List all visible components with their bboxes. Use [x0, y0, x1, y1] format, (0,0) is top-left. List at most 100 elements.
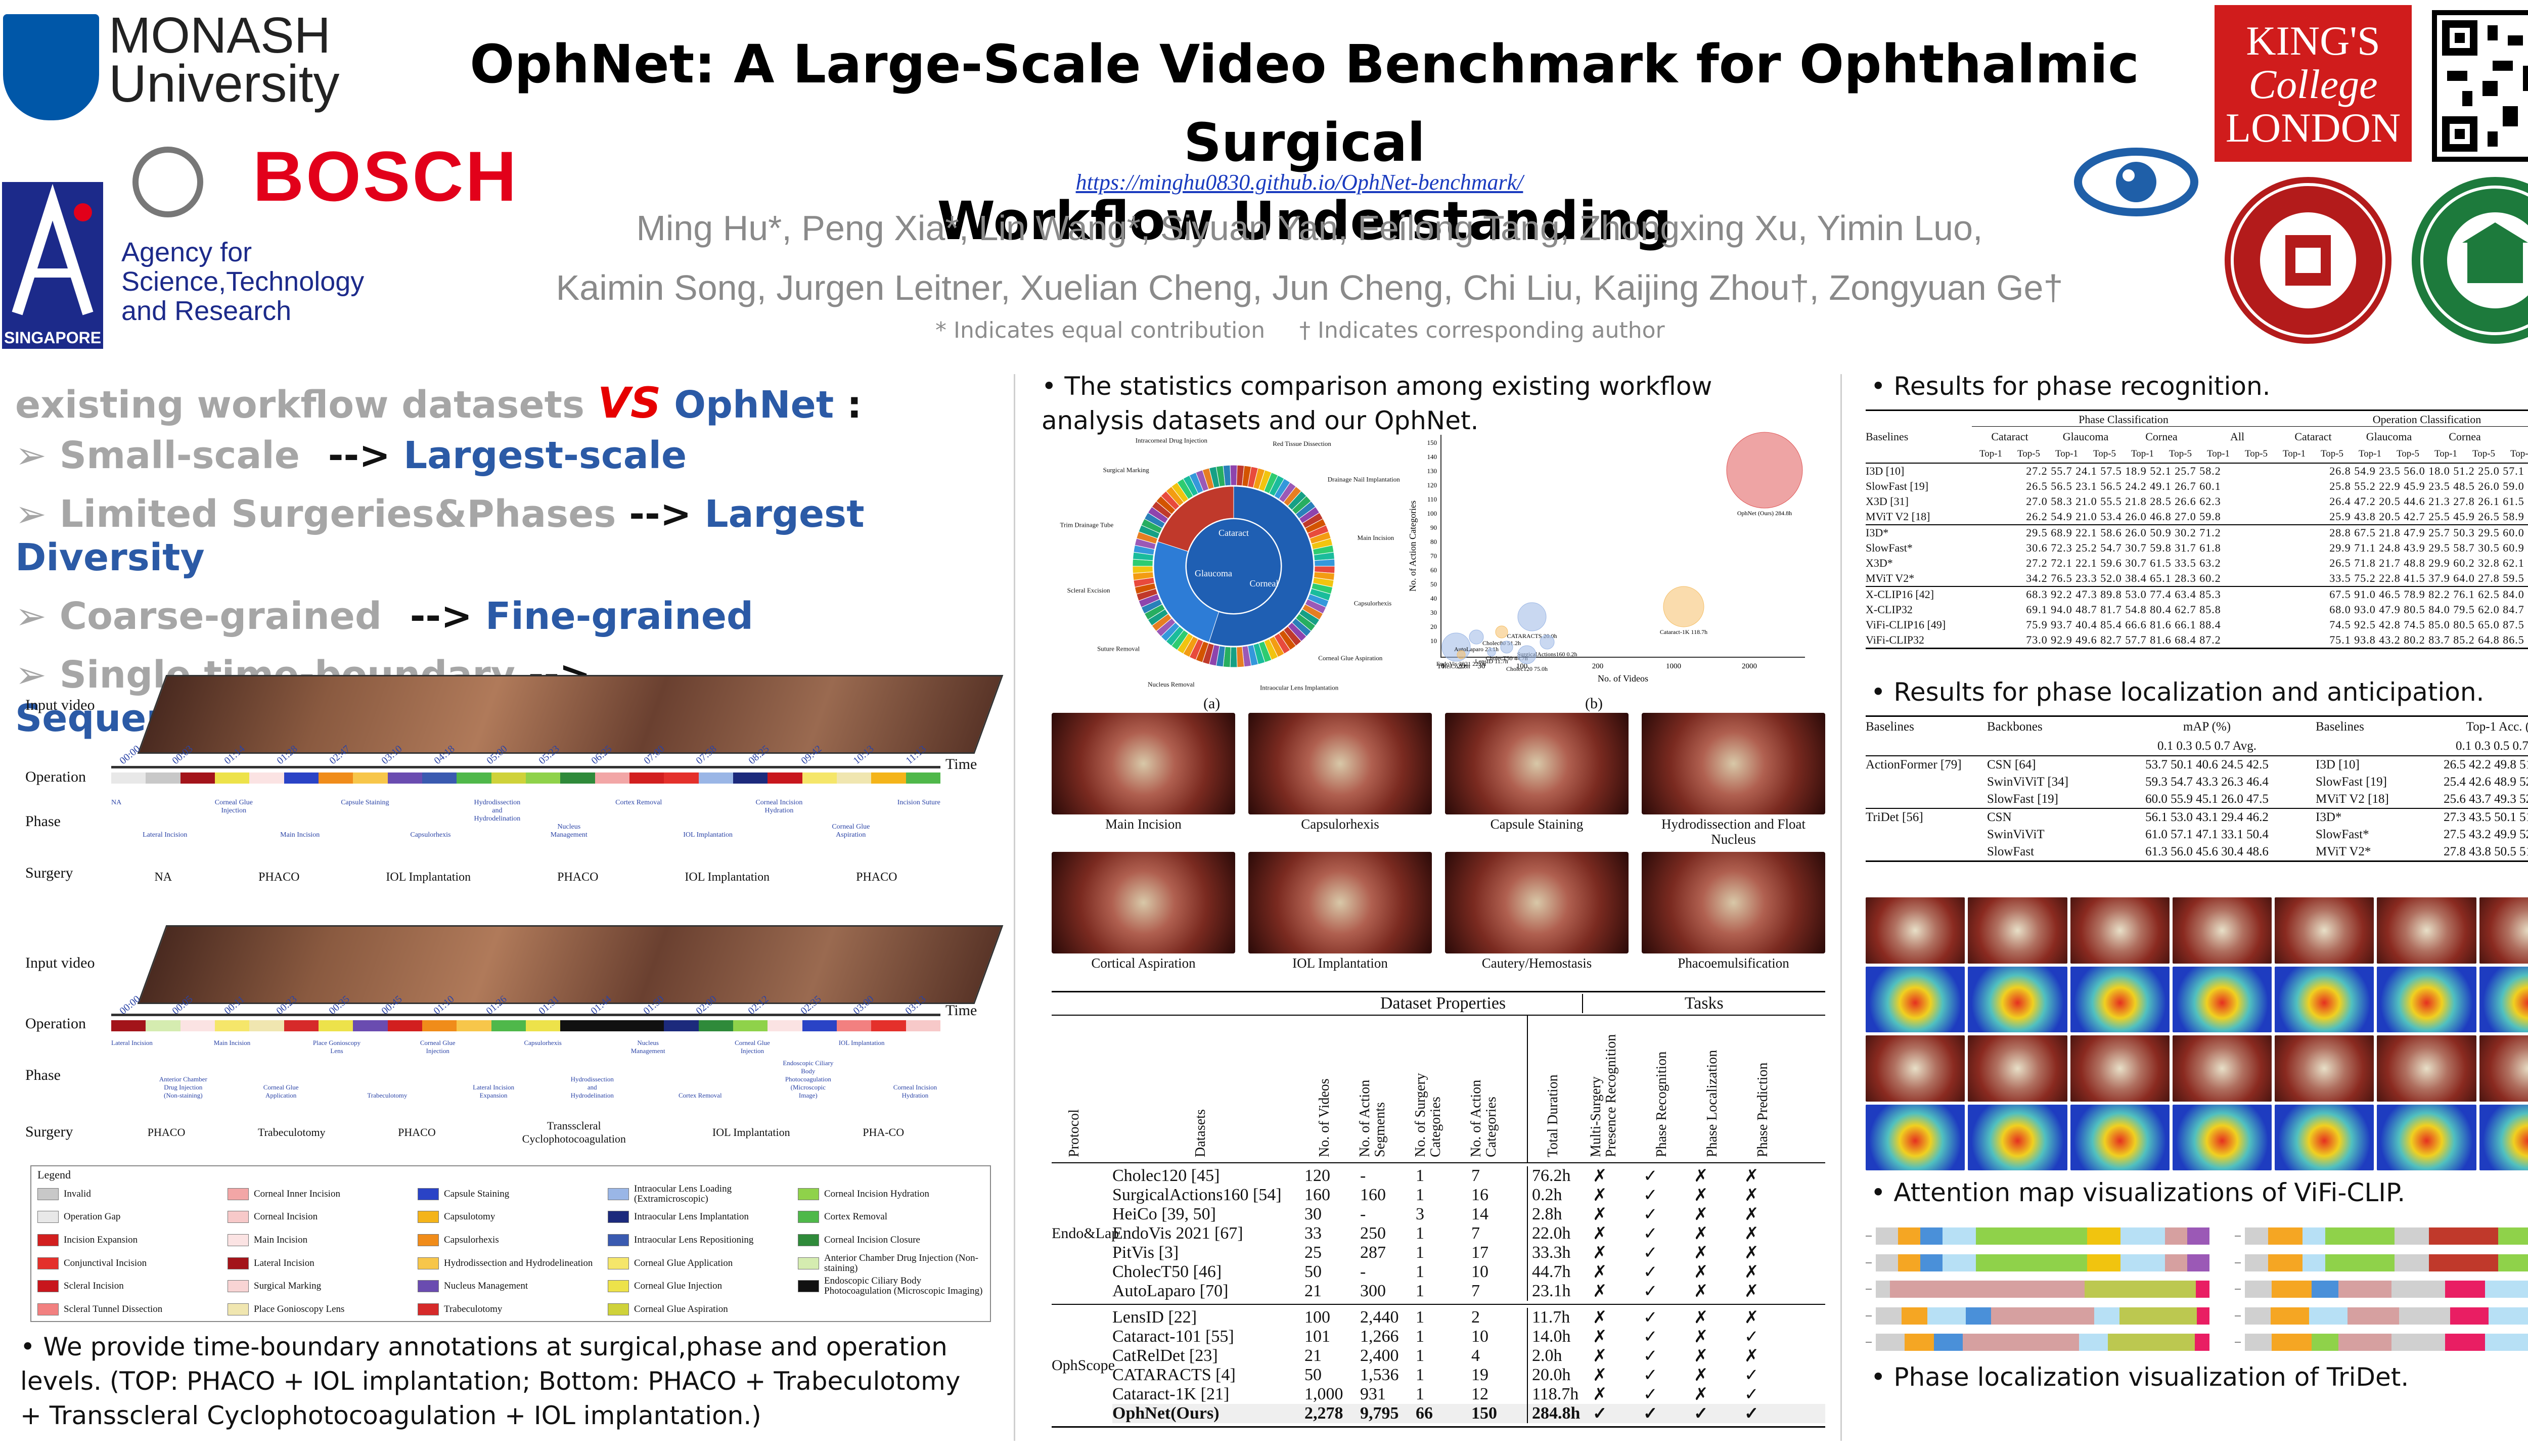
operation-segment	[457, 1020, 491, 1031]
bottom-operation-bar	[111, 1020, 940, 1031]
loc-cell: SlowFast [19]	[2316, 775, 2387, 789]
middle-stats-bullet: • The statistics comparison among existi…	[1042, 369, 1820, 438]
tridet-segment	[2312, 1334, 2338, 1351]
table-cell: 17	[1471, 1243, 1488, 1262]
bottom-phase-label: Phase	[25, 1067, 61, 1083]
table-cell: ✓	[1694, 1404, 1708, 1423]
table-cell: 14	[1471, 1205, 1488, 1223]
table-cell: 101	[1304, 1327, 1330, 1346]
timestamp-label: 06:25	[589, 743, 614, 767]
surgical-photo-image	[1248, 852, 1432, 953]
table-cell: 1,266	[1360, 1327, 1399, 1346]
timestamp-label: 02:12	[746, 993, 771, 1017]
loc-cell: MViT V2 [18]	[2316, 792, 2389, 806]
surgical-photo: Main Incision	[1052, 713, 1235, 847]
heading-colon: :	[846, 383, 862, 427]
recog-operation-values: 75.1 93.8 43.2 80.2 83.7 85.2 64.8 86.5	[2329, 633, 2524, 646]
sunburst-outer-label: Red Tissue Dissection	[1273, 440, 1331, 447]
timestamp-label: 00:00	[117, 743, 143, 767]
operation-segment	[387, 772, 422, 784]
operation-segment	[836, 1020, 872, 1031]
recog-operation-values: 74.5 92.5 42.8 74.5 85.0 80.5 65.0 87.5	[2329, 618, 2524, 631]
recog-metric: Top-5	[2169, 448, 2192, 459]
table-cell: ✓	[1643, 1385, 1658, 1404]
timestamp-label: 04:18	[432, 743, 457, 767]
legend-swatch	[608, 1257, 629, 1269]
table-column-header-text: Phase Localization	[1704, 1050, 1720, 1157]
bubble-mark	[1469, 629, 1484, 645]
group-properties: Dataset Properties	[1380, 994, 1506, 1013]
recog-phase-values: 26.5 56.5 23.1 56.5 24.2 49.1 26.7 60.1	[2026, 480, 2221, 492]
bubble-label: Cholec120 75.0h	[1506, 665, 1548, 672]
operation-segment	[802, 1020, 837, 1031]
surgical-photo-caption: IOL Implantation	[1292, 956, 1388, 971]
qr-pattern	[2442, 20, 2528, 152]
table-cell: 1,000	[1304, 1385, 1343, 1403]
group-tasks: Tasks	[1582, 994, 1825, 1013]
table-cell: ✗	[1744, 1347, 1759, 1366]
timestamp-label: 02:00	[694, 993, 719, 1017]
operation-segment	[422, 772, 457, 784]
table-group: Endo&Lap Cholec120 [45] 120-1 7 76.2h ✗ ✓ ✗ ✗ Sur…	[1052, 1163, 1825, 1305]
point-old: Coarse-grained	[59, 595, 382, 638]
sunburst-outer-label: Scleral Excision	[1067, 586, 1110, 594]
bubble-mark	[1500, 641, 1513, 654]
legend-label: Intraocular Lens Implantation	[634, 1211, 749, 1222]
operation-segment	[906, 772, 940, 784]
surgery-label: PHACO	[147, 1126, 186, 1139]
table-column-header: Protocol Datasets No. of Videos No. of Acti…	[1052, 1016, 1825, 1163]
recog-group-header: Phase Classification Operation Classific…	[1866, 410, 2528, 428]
attention-frame	[2070, 897, 2170, 964]
bubble-ytick: 130	[1427, 467, 1437, 475]
legend-label: Endoscopic Ciliary Body Photocoagulation…	[824, 1276, 983, 1297]
bubble-label: LensID 11.7h	[1475, 658, 1508, 665]
table-cell: 1	[1416, 1282, 1424, 1300]
poster-title: OphNet: A Large-Scale Video Benchmark fo…	[384, 25, 2225, 260]
loc-cell: SlowFast	[1987, 845, 2035, 858]
timestamp-label: 01:26	[484, 993, 509, 1017]
legend-swatch	[418, 1211, 439, 1223]
project-url-link[interactable]: https://minghu0830.github.io/OphNet-benc…	[1075, 170, 1523, 195]
loc-row: SlowFast 61.3 56.0 45.6 30.4 48.6 MViT V2*…	[1866, 843, 2528, 862]
operation-segment	[111, 772, 146, 784]
loc-cell: 61.0 57.1 47.1 33.1 50.4	[2145, 828, 2269, 841]
kcl-line3: LONDON	[2225, 105, 2401, 151]
table-cell: 2,400	[1360, 1346, 1399, 1365]
top-video-frames	[137, 675, 1004, 754]
legend-label: Intraocular Lens Loading (Extramicroscop…	[634, 1183, 732, 1204]
loc-cell: 61.3 56.0 45.6 30.4 48.6	[2145, 845, 2269, 858]
loc-body: ActionFormer [79] CSN [64] 53.7 50.1 40.6 …	[1866, 756, 2528, 862]
recog-metric-row: Top-1 Top-5 Top-1 Top-5 Top-1 Top-5 Top-1 Top-5…	[1866, 445, 2528, 464]
bubble-ylabel: No. of Action Categories	[1408, 500, 1418, 592]
table-cell: ✗	[1593, 1186, 1607, 1205]
phase-label: Anterior Chamber Drug Injection (Non-sta…	[159, 1075, 207, 1099]
loc-cell: CSN	[1987, 810, 2012, 824]
legend-item: Intraocular Lens Repositioning	[608, 1230, 793, 1251]
tridet-segment	[2450, 1307, 2489, 1325]
table-cell: ✓	[1744, 1328, 1759, 1346]
table-cell: ✗	[1694, 1308, 1708, 1327]
operation-segment	[802, 772, 837, 784]
recog-row: X-CLIP16 [42] 68.3 92.2 47.3 89.8 53.0 77…	[1866, 587, 2528, 602]
attention-frame	[2479, 1035, 2528, 1102]
tridet-bar-row	[2235, 1332, 2528, 1352]
timestamp-label: 01:44	[589, 993, 614, 1017]
recog-operation-values: 25.9 43.8 20.5 42.7 25.5 45.9 26.5 58.9	[2329, 510, 2524, 523]
top-operation-label: Operation	[25, 768, 86, 785]
comparison-point: ➢ Limited Surgeries&Phases --> Largest D…	[15, 492, 1001, 579]
attention-frame	[1968, 1035, 2067, 1102]
top-timestamps: 00:00 00:03 01:14 01:28 02:47 03:10 04:18 05:00…	[117, 743, 930, 768]
surgical-photo-caption: Cautery/Hemostasis	[1481, 956, 1592, 971]
legend-item: Corneal Incision Closure	[798, 1230, 983, 1251]
attention-heatmap	[1968, 1104, 2067, 1170]
recog-metric: Top-1	[2510, 448, 2528, 459]
phase-label: Nucleus Management	[630, 1039, 665, 1055]
qr-code-icon[interactable]	[2432, 10, 2528, 162]
loc-cell: 53.7 50.1 40.6 24.5 42.5	[2145, 758, 2269, 771]
astar-text: Agency for Science,Technology and Resear…	[121, 238, 364, 326]
table-cell: ✗	[1694, 1224, 1708, 1243]
comparison-point: ➢ Coarse-grained --> Fine-grained	[15, 595, 1001, 638]
loc-cell: 25.6 43.7 49.3 52.3 47.5	[2444, 792, 2528, 806]
timestamp-label: 03:10	[379, 743, 404, 767]
operation-segment	[422, 1020, 457, 1031]
